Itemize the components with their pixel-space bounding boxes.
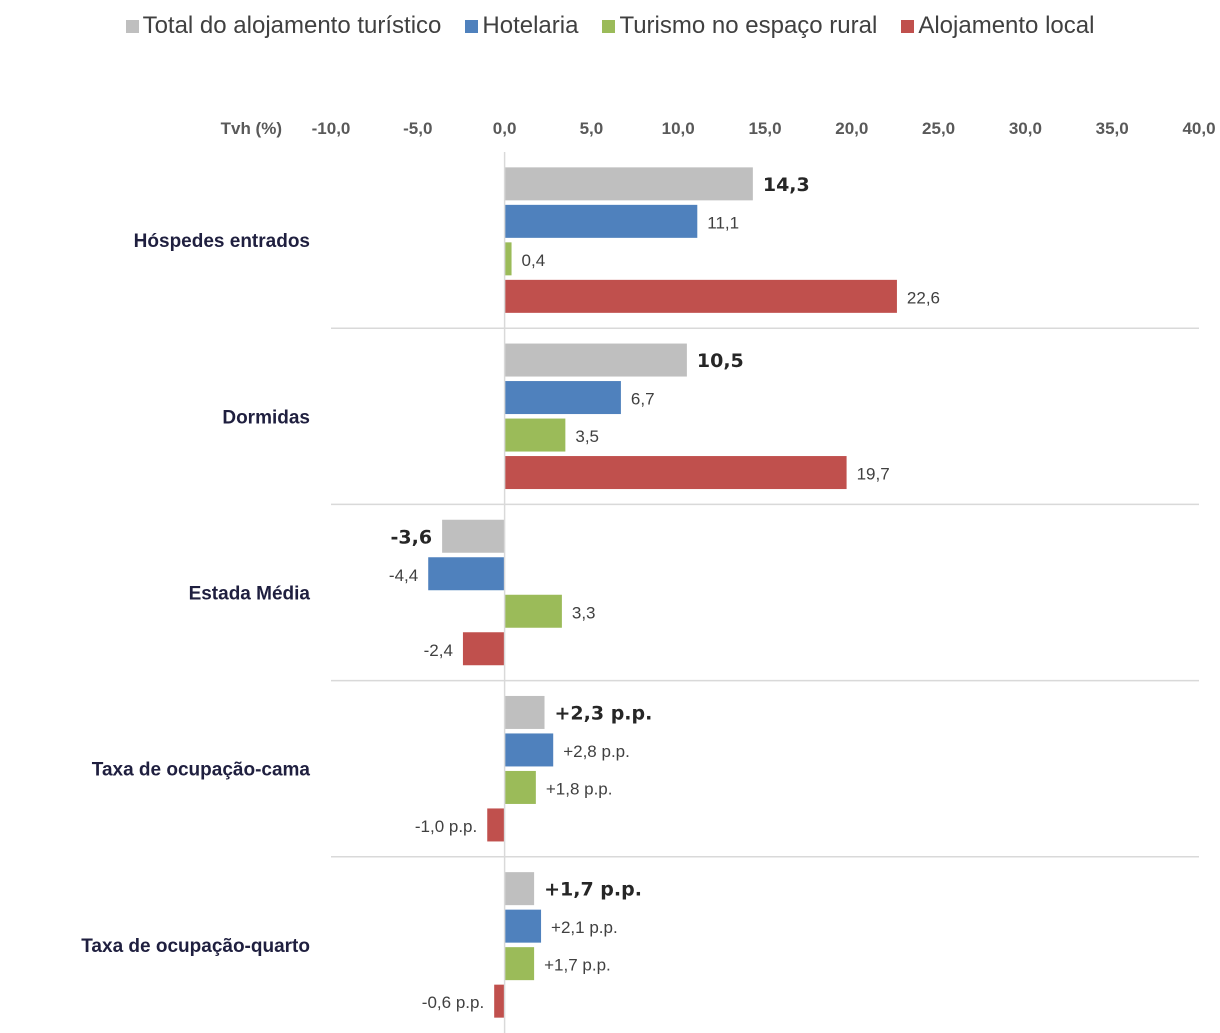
data-label: 14,3 bbox=[763, 174, 810, 196]
category-label: Dormidas bbox=[222, 407, 310, 428]
bar bbox=[442, 519, 505, 553]
bar bbox=[504, 279, 897, 313]
bar bbox=[504, 594, 562, 628]
data-label: +2,3 p.p. bbox=[555, 702, 653, 724]
bar bbox=[494, 984, 505, 1018]
legend-label: Alojamento local bbox=[918, 12, 1095, 39]
legend-swatch bbox=[125, 19, 139, 33]
bar bbox=[462, 632, 505, 666]
bar bbox=[504, 204, 698, 238]
bar bbox=[504, 343, 687, 377]
bar bbox=[504, 167, 753, 201]
bar bbox=[504, 381, 621, 415]
legend-label: Total do alojamento turístico bbox=[142, 12, 442, 39]
data-label: +1,8 p.p. bbox=[546, 779, 613, 798]
bar bbox=[504, 456, 847, 490]
category-label: Taxa de ocupação-quarto bbox=[81, 936, 310, 957]
category-label: Estada Média bbox=[189, 584, 311, 605]
bar bbox=[504, 733, 554, 767]
data-label: 10,5 bbox=[697, 350, 744, 372]
x-tick-label: 20,0 bbox=[835, 119, 868, 138]
x-tick-label: 10,0 bbox=[662, 119, 695, 138]
legend-item: Turismo no espaço rural bbox=[602, 12, 877, 40]
bar bbox=[504, 909, 542, 943]
bar bbox=[487, 808, 505, 842]
data-label: +1,7 p.p. bbox=[544, 879, 642, 901]
bar bbox=[504, 695, 545, 729]
x-tick-label: 35,0 bbox=[1096, 119, 1129, 138]
x-tick-label: 15,0 bbox=[748, 119, 781, 138]
x-tick-label: 25,0 bbox=[922, 119, 955, 138]
legend-item: Alojamento local bbox=[901, 12, 1094, 40]
category-label: Taxa de ocupação-cama bbox=[92, 760, 311, 781]
x-tick-label: 40,0 bbox=[1182, 119, 1215, 138]
data-label: 0,4 bbox=[522, 251, 546, 270]
x-tick-label: -5,0 bbox=[403, 119, 432, 138]
bar bbox=[504, 770, 536, 804]
data-label: -3,6 bbox=[391, 526, 433, 548]
legend-item: Hotelaria bbox=[465, 12, 578, 40]
data-label: +2,1 p.p. bbox=[551, 918, 618, 937]
bar bbox=[504, 872, 535, 906]
bar bbox=[504, 418, 566, 452]
data-label: 22,6 bbox=[907, 288, 940, 307]
x-tick-label: 5,0 bbox=[580, 119, 604, 138]
axis-title: Tvh (%) bbox=[221, 119, 282, 138]
legend-swatch bbox=[602, 19, 616, 33]
data-label: -0,6 p.p. bbox=[422, 993, 484, 1012]
data-label: -4,4 bbox=[389, 566, 418, 585]
data-label: 19,7 bbox=[857, 465, 890, 484]
x-tick-label: 0,0 bbox=[493, 119, 517, 138]
data-label: 6,7 bbox=[631, 390, 655, 409]
data-label: 3,5 bbox=[575, 427, 599, 446]
data-label: 11,1 bbox=[707, 213, 739, 232]
data-label: 3,3 bbox=[572, 603, 596, 622]
legend-item: Total do alojamento turístico bbox=[125, 12, 442, 40]
legend-label: Hotelaria bbox=[482, 12, 579, 39]
bar bbox=[504, 242, 512, 276]
data-label: +2,8 p.p. bbox=[563, 742, 630, 761]
x-tick-label: 30,0 bbox=[1009, 119, 1042, 138]
category-label: Hóspedes entrados bbox=[134, 231, 310, 252]
bar bbox=[428, 557, 505, 591]
legend-swatch bbox=[465, 19, 479, 33]
bar bbox=[504, 947, 535, 981]
legend-label: Turismo no espaço rural bbox=[619, 12, 878, 39]
data-label: -2,4 bbox=[424, 641, 453, 660]
data-label: +1,7 p.p. bbox=[544, 956, 611, 975]
chart-legend: Total do alojamento turístico Hotelaria Tu… bbox=[0, 6, 1220, 46]
data-label: -1,0 p.p. bbox=[415, 817, 477, 836]
x-tick-label: -10,0 bbox=[312, 119, 351, 138]
legend-swatch bbox=[901, 19, 915, 33]
